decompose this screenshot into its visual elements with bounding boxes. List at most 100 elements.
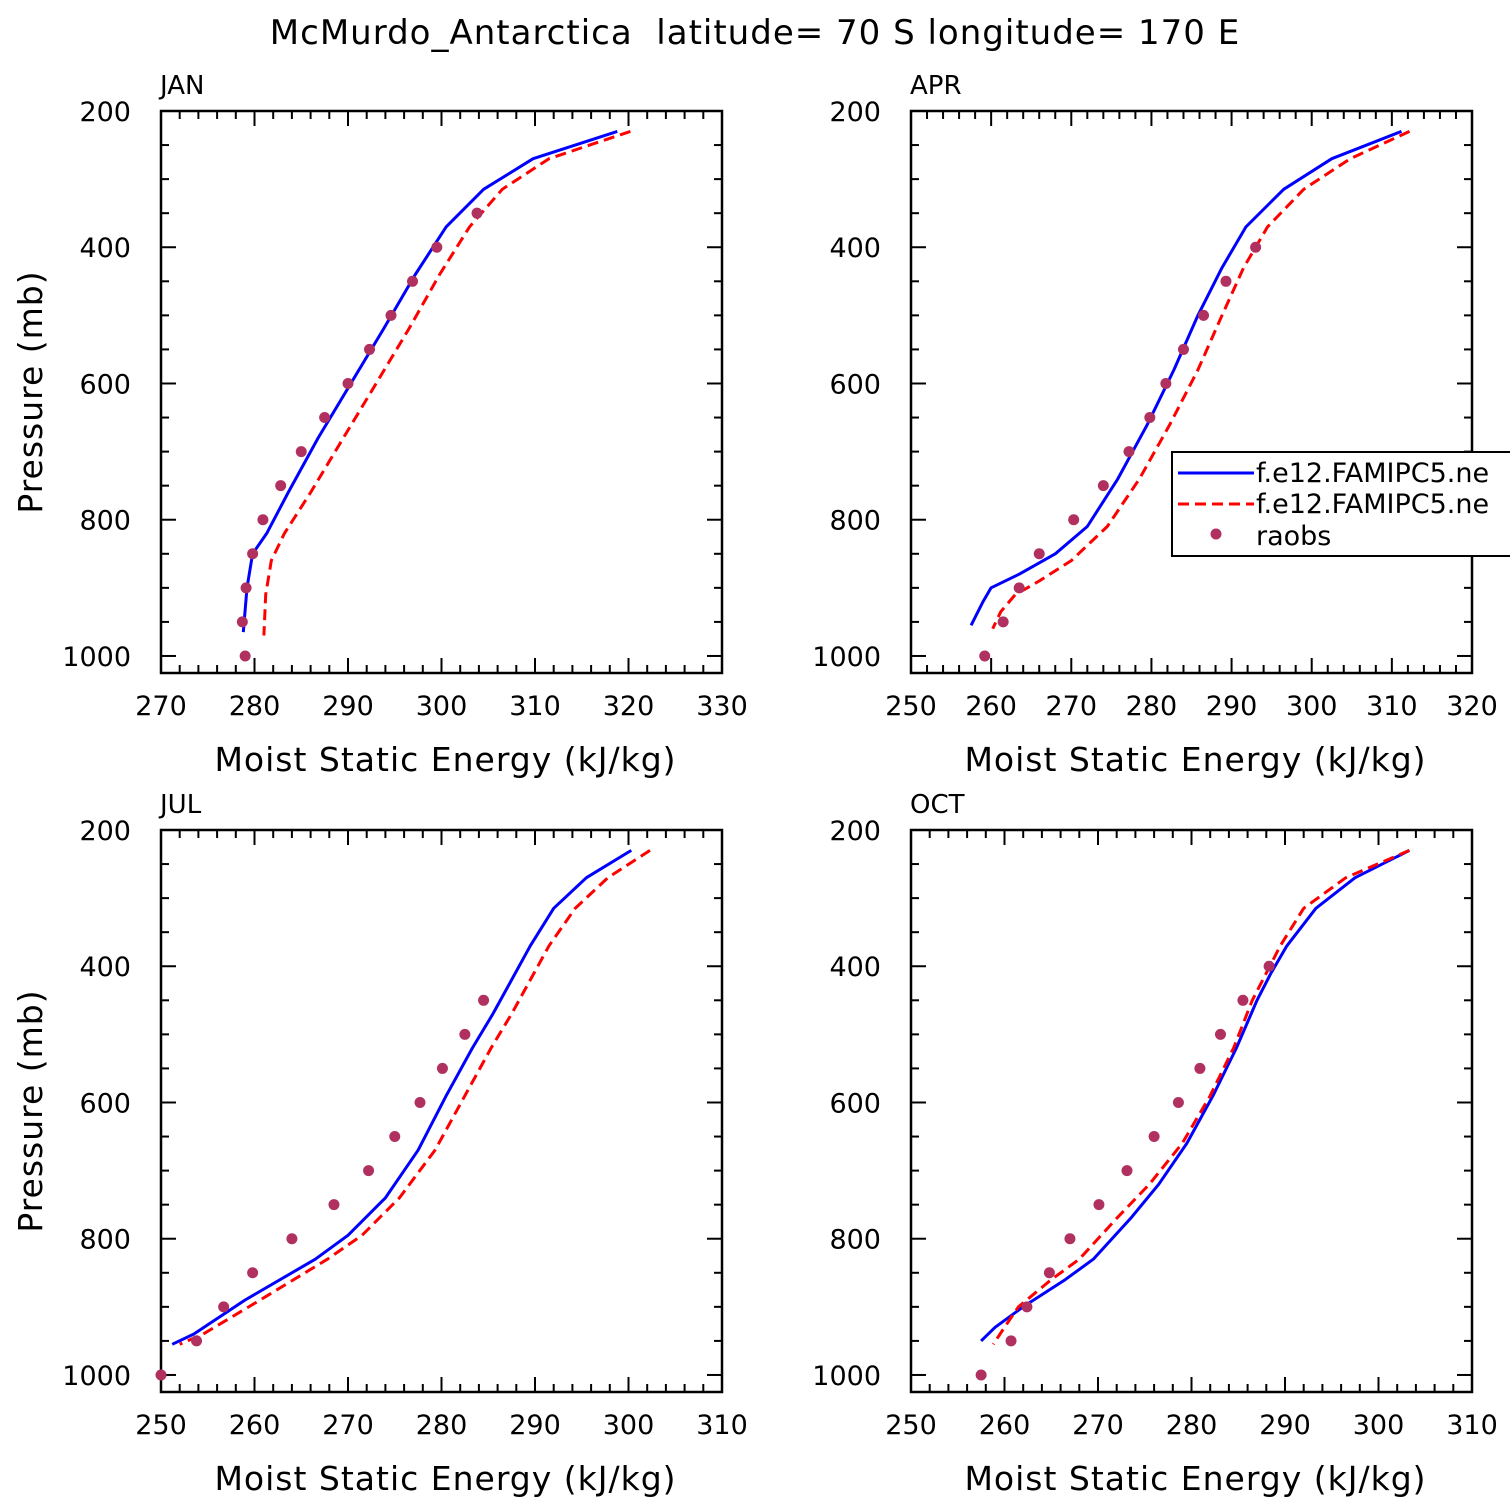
raobs-point xyxy=(247,548,259,560)
raobs-point xyxy=(1177,343,1189,355)
y-tick-label: 400 xyxy=(79,952,131,983)
x-tick-label: 310 xyxy=(509,691,561,722)
raobs-point xyxy=(407,275,419,287)
series-line-solid xyxy=(980,849,1411,1342)
raobs-point xyxy=(1160,377,1172,389)
raobs-point xyxy=(1123,446,1135,458)
y-tick-label: 600 xyxy=(829,369,881,400)
y-tick-label: 200 xyxy=(829,97,881,128)
x-axis-title: Moist Static Energy (kJ/kg) xyxy=(964,1459,1426,1498)
raobs-point xyxy=(385,309,397,321)
series-line-dashed xyxy=(992,849,1410,1346)
x-tick-label: 310 xyxy=(1446,1410,1498,1441)
series-line-dashed xyxy=(179,849,651,1346)
y-axis-title: Pressure (mb) xyxy=(11,989,50,1232)
raobs-point xyxy=(459,1028,471,1040)
raobs-point xyxy=(1172,1096,1184,1108)
panel-apr: 250 260 270 280 290 300 310 320 200 400 600 800 1000… xyxy=(812,71,1510,779)
series-group xyxy=(980,849,1411,1346)
x-tick-label: 290 xyxy=(1259,1410,1311,1441)
raobs-point xyxy=(286,1233,298,1245)
raobs-point xyxy=(997,616,1009,628)
y-axis-title: Pressure (mb) xyxy=(11,270,50,513)
x-tick-label: 250 xyxy=(885,1410,937,1441)
raobs-point xyxy=(328,1199,340,1211)
raobs-point xyxy=(1220,275,1232,287)
x-tick-label: 260 xyxy=(965,691,1017,722)
x-tick-label: 300 xyxy=(603,1410,655,1441)
raobs-point xyxy=(363,1165,375,1177)
raobs-point xyxy=(478,994,490,1006)
y-tick-label: 400 xyxy=(829,952,881,983)
raobs-point xyxy=(319,412,331,424)
y-tick-label: 800 xyxy=(79,506,131,537)
raobs-point xyxy=(1263,960,1275,972)
series-line-dashed xyxy=(262,129,631,636)
raobs-point xyxy=(1237,994,1249,1006)
raobs-point xyxy=(1121,1165,1133,1177)
x-tick-label: 320 xyxy=(603,691,655,722)
x-tick-label: 330 xyxy=(696,691,748,722)
x-axis-title: Moist Static Energy (kJ/kg) xyxy=(964,740,1426,779)
panel-oct: 250 260 270 280 290 300 310 200 400 600 800 1000 OCT… xyxy=(812,790,1497,1498)
y-tick-label: 400 xyxy=(79,233,131,264)
raobs-point xyxy=(431,241,443,253)
x-tick-label: 290 xyxy=(1206,691,1258,722)
raobs-point xyxy=(155,1369,167,1381)
raobs-point xyxy=(1093,1199,1105,1211)
series-group xyxy=(171,849,651,1346)
figure-title: McMurdo_Antarctica latitude= 70 S longit… xyxy=(270,13,1240,53)
raobs-point xyxy=(342,377,354,389)
x-tick-label: 260 xyxy=(229,1410,281,1441)
x-tick-label: 290 xyxy=(509,1410,561,1441)
panel-label: JAN xyxy=(158,71,204,101)
raobs-point xyxy=(1097,480,1109,492)
y-tick-label: 600 xyxy=(829,1088,881,1119)
raobs-point xyxy=(979,650,991,662)
raobs-point xyxy=(1021,1301,1033,1313)
y-tick-label: 1000 xyxy=(812,642,881,673)
raobs-point xyxy=(1148,1131,1160,1143)
raobs-point xyxy=(1033,548,1045,560)
y-tick-label: 800 xyxy=(829,506,881,537)
x-tick-label: 250 xyxy=(885,691,937,722)
panel-jan: 270 280 290 300 310 320 330 200 400 600 800 1000 JAN… xyxy=(11,71,748,779)
raobs-point xyxy=(275,480,287,492)
legend-label: f.e12.FAMIPC5.ne xyxy=(1256,489,1489,520)
raobs-point xyxy=(1194,1062,1206,1074)
raobs-point xyxy=(1198,309,1210,321)
x-tick-label: 300 xyxy=(1353,1410,1405,1441)
x-tick-label: 270 xyxy=(322,1410,374,1441)
x-tick-label: 290 xyxy=(322,691,374,722)
y-tick-label: 400 xyxy=(829,233,881,264)
x-tick-label: 320 xyxy=(1446,691,1498,722)
y-tick-label: 1000 xyxy=(62,1361,131,1392)
raobs-point xyxy=(247,1267,259,1279)
raobs-point xyxy=(471,207,483,219)
raobs-point xyxy=(414,1096,426,1108)
legend-label: raobs xyxy=(1256,521,1331,552)
y-tick-label: 600 xyxy=(79,1088,131,1119)
plot-frame xyxy=(909,828,1474,1394)
series-line-solid xyxy=(171,849,633,1346)
x-tick-label: 310 xyxy=(696,1410,748,1441)
x-tick-label: 300 xyxy=(416,691,468,722)
raobs-point xyxy=(295,446,307,458)
y-tick-label: 200 xyxy=(79,816,131,847)
raobs-point xyxy=(1064,1233,1076,1245)
raobs-point xyxy=(240,582,252,594)
raobs-point xyxy=(1043,1267,1055,1279)
series-line-solid xyxy=(969,130,1403,626)
plot-frame xyxy=(159,828,724,1394)
raobs-point xyxy=(364,343,376,355)
x-tick-label: 300 xyxy=(1286,691,1338,722)
panel-jul: 250 260 270 280 290 300 310 200 400 600 800 1000 JUL… xyxy=(11,790,748,1498)
raobs-point xyxy=(975,1369,987,1381)
raobs-point xyxy=(389,1131,401,1143)
legend-marker xyxy=(1210,528,1222,540)
series-line-solid xyxy=(241,129,618,633)
x-tick-label: 280 xyxy=(416,1410,468,1441)
x-tick-label: 260 xyxy=(979,1410,1031,1441)
raobs-point xyxy=(236,616,248,628)
